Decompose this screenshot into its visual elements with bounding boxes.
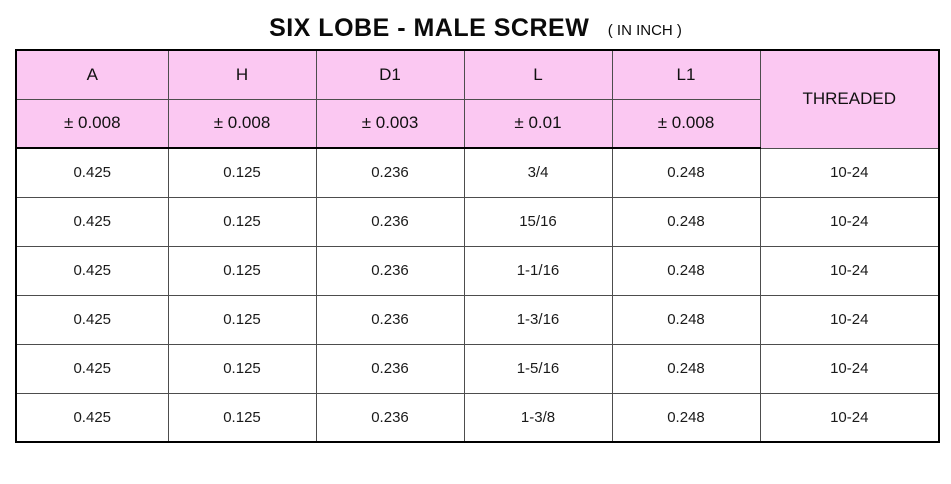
cell-d1: 0.236 (315, 343, 465, 394)
spec-table: A H D1 L L1 THREADED ± 0.008 ± 0.008 ± 0… (15, 49, 940, 443)
cell-h: 0.125 (167, 294, 317, 345)
cell-threaded: 10-24 (759, 294, 940, 345)
col-header-a: A (15, 49, 169, 100)
header-tolerance-row: ± 0.008 ± 0.008 ± 0.003 ± 0.01 ± 0.008 (15, 98, 939, 149)
table-row: 0.425 0.125 0.236 1-1/16 0.248 10-24 (15, 245, 940, 296)
col-header-threaded: THREADED (759, 49, 940, 149)
cell-d1: 0.236 (315, 245, 465, 296)
cell-threaded: 10-24 (759, 196, 940, 247)
cell-d1: 0.236 (315, 196, 465, 247)
cell-l: 1-3/8 (463, 392, 613, 443)
table-row: 0.425 0.125 0.236 1-5/16 0.248 10-24 (15, 343, 940, 394)
page-title-main: SIX LOBE - MALE SCREW (269, 14, 590, 42)
cell-l: 1-1/16 (463, 245, 613, 296)
col-header-l1: L1 (611, 49, 761, 100)
cell-h: 0.125 (167, 196, 317, 247)
cell-l1: 0.248 (611, 392, 761, 443)
cell-a: 0.425 (15, 147, 169, 198)
cell-l1: 0.248 (611, 245, 761, 296)
tolerance-d1: ± 0.003 (315, 98, 465, 149)
table-row: 0.425 0.125 0.236 1-3/16 0.248 10-24 (15, 294, 940, 345)
cell-threaded: 10-24 (759, 245, 940, 296)
cell-l1: 0.248 (611, 343, 761, 394)
cell-h: 0.125 (167, 343, 317, 394)
cell-l: 15/16 (463, 196, 613, 247)
tolerance-h: ± 0.008 (167, 98, 317, 149)
tolerance-a: ± 0.008 (15, 98, 169, 149)
cell-d1: 0.236 (315, 392, 465, 443)
page-title: SIX LOBE - MALE SCREW ( IN INCH ) (0, 0, 951, 49)
cell-l: 1-3/16 (463, 294, 613, 345)
table-row: 0.425 0.125 0.236 1-3/8 0.248 10-24 (15, 392, 940, 443)
table-row: 0.425 0.125 0.236 3/4 0.248 10-24 (15, 147, 940, 198)
cell-l1: 0.248 (611, 294, 761, 345)
cell-h: 0.125 (167, 147, 317, 198)
cell-h: 0.125 (167, 392, 317, 443)
cell-l1: 0.248 (611, 196, 761, 247)
table-row: 0.425 0.125 0.236 15/16 0.248 10-24 (15, 196, 940, 247)
col-header-l: L (463, 49, 613, 100)
col-header-d1: D1 (315, 49, 465, 100)
cell-threaded: 10-24 (759, 343, 940, 394)
cell-d1: 0.236 (315, 294, 465, 345)
cell-a: 0.425 (15, 245, 169, 296)
cell-a: 0.425 (15, 196, 169, 247)
cell-l: 3/4 (463, 147, 613, 198)
cell-a: 0.425 (15, 294, 169, 345)
tolerance-l: ± 0.01 (463, 98, 613, 149)
cell-threaded: 10-24 (759, 392, 940, 443)
cell-a: 0.425 (15, 392, 169, 443)
header-label-row: A H D1 L L1 THREADED (15, 49, 940, 149)
cell-threaded: 10-24 (759, 147, 940, 198)
col-header-h: H (167, 49, 317, 100)
cell-h: 0.125 (167, 245, 317, 296)
cell-d1: 0.236 (315, 147, 465, 198)
page-title-unit: ( IN INCH ) (607, 22, 682, 39)
cell-a: 0.425 (15, 343, 169, 394)
cell-l1: 0.248 (611, 147, 761, 198)
cell-l: 1-5/16 (463, 343, 613, 394)
tolerance-l1: ± 0.008 (611, 98, 761, 149)
